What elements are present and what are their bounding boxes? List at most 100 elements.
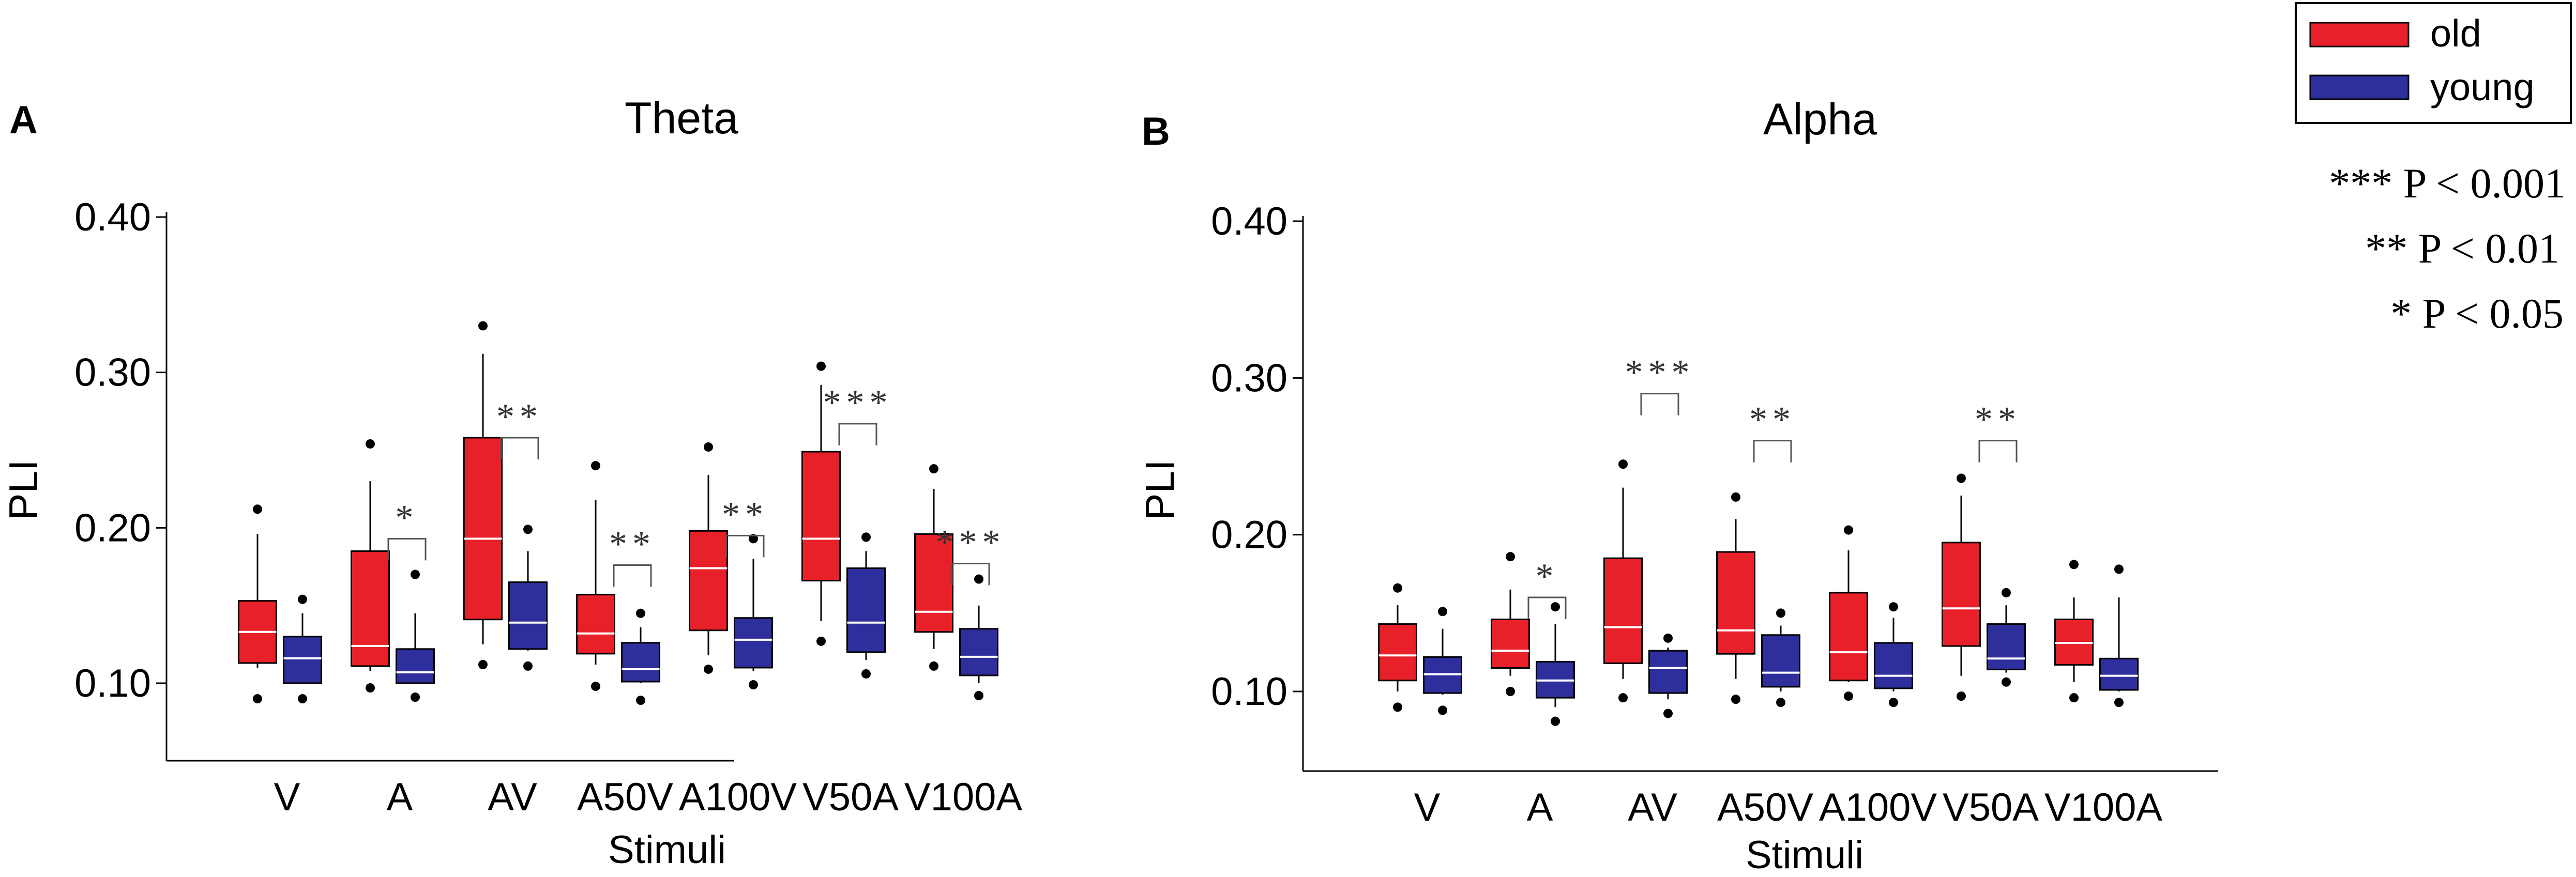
panel-a-significance-A100V: **	[722, 495, 768, 558]
panel-b-box-old-V	[1378, 583, 1417, 712]
outlier-point	[861, 669, 871, 679]
panel-b-box-old-A100V	[1829, 525, 1868, 701]
panel-b-box-young-A50V	[1761, 608, 1800, 707]
outlier-point	[1438, 607, 1447, 617]
legend-label-young: young	[2430, 66, 2535, 109]
sig-key-p001: *** P < 0.001	[2329, 160, 2566, 207]
significance-stars: *	[396, 498, 419, 537]
box-iqr	[1648, 650, 1688, 694]
outlier-point	[1844, 691, 1853, 701]
outlier-point	[1731, 695, 1740, 704]
significance-stars: ***	[936, 522, 1006, 562]
panel-a-y-axis-label: PLI	[1, 459, 46, 520]
legend-swatch-old	[2309, 22, 2410, 48]
box-iqr	[959, 628, 998, 676]
outlier-point	[929, 464, 938, 474]
panel-b-y-axis-label: PLI	[1137, 459, 1183, 520]
outlier-point	[1393, 702, 1402, 712]
panel-b-chart: B Alpha PLI Stimuli 0.10 0.20 0.30 0.40 V A AV…	[1137, 95, 2218, 877]
panel-b-x-tick-label: V100A	[2044, 786, 2162, 829]
panel-b-x-tick-label: A100V	[1819, 786, 1937, 829]
panel-a-box-old-V50A	[801, 361, 841, 646]
panel-b-title: Alpha	[1763, 95, 1877, 144]
panel-a-box-young-V100A	[959, 574, 998, 701]
significance-stars: **	[1749, 400, 1796, 440]
outlier-point	[974, 574, 983, 584]
panel-b-y-tick-label: 0.30	[1211, 356, 1287, 400]
outlier-point	[704, 442, 713, 452]
outlier-point	[1438, 705, 1447, 715]
significance-stars: **	[722, 495, 768, 534]
panel-a-significance-AV: **	[496, 397, 543, 459]
panel-a-y-tick-label: 0.40	[74, 195, 151, 239]
outlier-point	[523, 525, 533, 534]
outlier-point	[1393, 583, 1402, 593]
panel-b-x-tick-label: V50A	[1943, 786, 2039, 829]
panel-a-box-old-A50V	[576, 461, 615, 691]
significance-bracket	[387, 537, 427, 561]
outlier-point	[2114, 564, 2124, 574]
box-iqr	[508, 581, 548, 650]
outlier-point	[591, 682, 600, 691]
box-iqr	[621, 642, 660, 683]
outlier-point	[478, 321, 488, 331]
panel-b-label: B	[1142, 110, 1170, 153]
outlier-point	[816, 361, 826, 371]
outlier-point	[704, 664, 713, 674]
outlier-point	[1551, 716, 1560, 726]
panel-b-box-young-V	[1423, 607, 1462, 715]
panel-b-significance-A50V: **	[1749, 400, 1796, 463]
panel-a-x-tick-label: A50V	[577, 775, 673, 819]
panel-a-significance-V100A: ***	[936, 522, 1006, 586]
panel-a-label: A	[9, 98, 38, 142]
outlier-point	[591, 461, 600, 471]
significance-bracket	[500, 437, 539, 459]
panel-a-y-tick-label: 0.20	[74, 506, 151, 550]
panel-a-chart: A Theta PLI Stimuli 0.10 0.20 0.30 0.40 V A AV…	[1, 94, 1022, 872]
box-iqr	[1378, 623, 1417, 682]
significance-stars: **	[496, 397, 543, 437]
panel-b-x-axis-label: Stimuli	[1746, 833, 1863, 877]
outlier-point	[1618, 459, 1628, 469]
panel-b-box-old-AV	[1603, 459, 1643, 703]
box-iqr	[1942, 542, 1981, 647]
panel-a-box-young-A50V	[621, 608, 660, 705]
box-iqr	[914, 533, 953, 633]
outlier-point	[366, 683, 375, 693]
panel-b-box-old-V50A	[1942, 473, 1981, 701]
outlier-point	[1618, 693, 1628, 703]
panel-b-y-tick-label: 0.10	[1211, 670, 1287, 714]
significance-bracket	[951, 562, 990, 586]
outlier-point	[1663, 709, 1673, 718]
outlier-point	[2069, 560, 2079, 570]
panel-b-x-tick-label: AV	[1628, 786, 1677, 829]
panel-a-box-young-A	[396, 570, 435, 702]
significance-bracket	[1753, 440, 1792, 463]
box-iqr	[1829, 592, 1868, 682]
outlier-point	[411, 570, 420, 579]
panel-b-x-tick-label: A	[1527, 786, 1553, 829]
panel-b-significance-V50A: **	[1975, 400, 2021, 463]
box-iqr	[1987, 623, 2026, 671]
panel-b-y-tick-label: 0.20	[1211, 513, 1287, 557]
box-iqr	[801, 451, 841, 582]
panel-a-x-tick-label: V100A	[904, 775, 1022, 819]
box-iqr	[1716, 551, 1755, 655]
significance-stars: **	[1975, 400, 2021, 440]
panel-b-box-young-AV	[1648, 633, 1688, 718]
outlier-point	[298, 694, 307, 704]
outlier-point	[929, 661, 938, 671]
box-iqr	[351, 550, 390, 667]
panel-a-significance-A: *	[387, 498, 427, 561]
box-iqr	[396, 648, 435, 684]
outlier-point	[253, 504, 262, 514]
significance-bracket	[1640, 393, 1679, 416]
legend-swatch-young	[2309, 74, 2410, 100]
outlier-point	[366, 439, 375, 449]
outlier-point	[861, 532, 871, 542]
significance-key: *** P < 0.001 ** P < 0.01 * P < 0.05	[2329, 160, 2566, 337]
outlier-point	[298, 594, 307, 604]
significance-bracket	[1978, 440, 2018, 463]
box-iqr	[1603, 557, 1643, 664]
box-iqr	[2099, 657, 2139, 691]
